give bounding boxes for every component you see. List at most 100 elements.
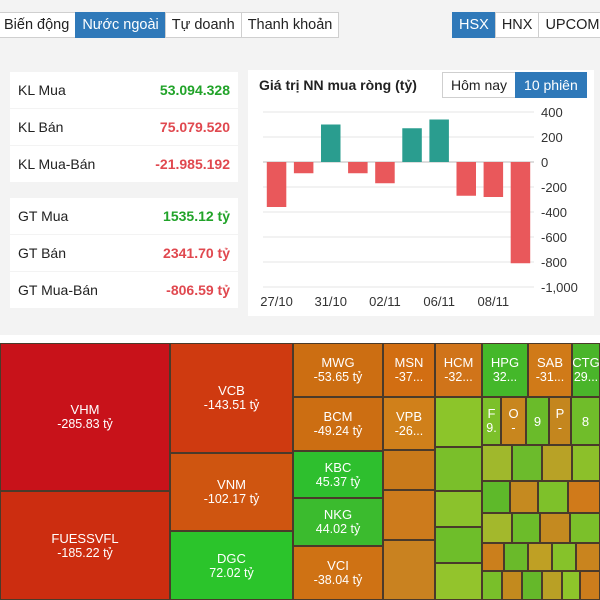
treemap-cell-small[interactable] <box>512 445 542 481</box>
treemap-cell-small[interactable] <box>510 481 538 513</box>
x-tick-label: 27/10 <box>260 294 293 309</box>
treemap-cell-small[interactable] <box>383 490 435 540</box>
bar-01/11[interactable] <box>348 162 368 174</box>
treemap-cell-vpb[interactable]: VPB -26... <box>383 397 435 450</box>
treemap-cell-small[interactable] <box>580 571 600 600</box>
cell-symbol: NKG <box>323 507 353 522</box>
treemap-cell-small[interactable] <box>435 397 482 447</box>
treemap-cell-f[interactable]: F 9. <box>482 397 501 445</box>
bar-28/10[interactable] <box>293 162 314 174</box>
foreign-trading-treemap: VHM -285.83 tỷ FUESSVFL -185.22 tỷ VCB -143.5… <box>0 343 600 600</box>
treemap-cell-vnm[interactable]: VNM -102.17 tỷ <box>170 453 293 531</box>
treemap-cell-small[interactable] <box>482 513 512 543</box>
cell-symbol: FUESSVFL <box>51 530 119 546</box>
treemap-cell-small[interactable] <box>568 481 600 513</box>
cell-symbol: 9 <box>533 413 542 429</box>
treemap-cell-small[interactable] <box>504 543 528 571</box>
y-tick-label: -200 <box>541 180 567 195</box>
bar-09/11[interactable] <box>510 162 531 264</box>
treemap-cell-small[interactable] <box>572 445 600 481</box>
tab-thanh-khoan[interactable]: Thanh khoản <box>240 12 340 38</box>
cell-value: -285.83 tỷ <box>57 417 113 431</box>
treemap-cell-small[interactable] <box>435 447 482 491</box>
treemap-cell-small[interactable] <box>482 445 512 481</box>
stat-row: GT Bán 2341.70 tỷ <box>10 235 238 271</box>
tab-tu-doanh[interactable]: Tự doanh <box>164 12 242 38</box>
bar-31/10[interactable] <box>320 124 341 163</box>
cell-symbol: VPB <box>395 408 422 424</box>
cell-value: -37... <box>394 370 424 384</box>
treemap-cell-nkg[interactable]: NKG 44.02 tỷ <box>293 498 383 546</box>
cell-value: 32... <box>492 370 518 384</box>
range-toggle: Hôm nay 10 phiên <box>442 72 587 98</box>
treemap-cell-8[interactable]: 8 <box>571 397 600 445</box>
y-tick-label: 200 <box>541 130 563 145</box>
treemap-cell-small[interactable] <box>435 563 482 600</box>
treemap-cell-o[interactable]: O- <box>501 397 526 445</box>
treemap-cell-kbc[interactable]: KBC 45.37 tỷ <box>293 451 383 498</box>
range-today-button[interactable]: Hôm nay <box>442 72 517 98</box>
stat-label: KL Bán <box>18 119 64 135</box>
cell-symbol: VHM <box>70 402 100 417</box>
treemap-cell-msn[interactable]: MSN -37... <box>383 343 435 397</box>
treemap-cell-small[interactable] <box>482 543 504 571</box>
treemap-cell-small[interactable] <box>435 527 482 563</box>
range-10-sessions-button[interactable]: 10 phiên <box>515 72 587 98</box>
cell-value: 45.37 tỷ <box>315 474 361 489</box>
treemap-cell-mwg[interactable]: MWG -53.65 tỷ <box>293 343 383 397</box>
x-tick-label: 02/11 <box>369 294 401 309</box>
treemap-cell-small[interactable] <box>552 543 576 571</box>
treemap-cell-hpg[interactable]: HPG 32... <box>482 343 528 397</box>
treemap-cell-small[interactable] <box>383 450 435 490</box>
treemap-cell-ctg[interactable]: CTG 29... <box>572 343 600 397</box>
x-tick-label: 06/11 <box>423 294 455 309</box>
treemap-cell-vhm[interactable]: VHM -285.83 tỷ <box>0 343 170 491</box>
cell-symbol: BCM <box>323 409 353 424</box>
treemap-cell-bcm[interactable]: BCM -49.24 tỷ <box>293 397 383 451</box>
treemap-cell-sab[interactable]: SAB -31... <box>528 343 572 397</box>
tab-nuoc-ngoai[interactable]: Nước ngoài <box>75 12 166 38</box>
treemap-cell-small[interactable] <box>538 481 568 513</box>
tab-hnx[interactable]: HNX <box>494 12 540 38</box>
cell-value: -38.04 tỷ <box>313 573 363 587</box>
tab-upcom[interactable]: UPCOM <box>538 12 600 38</box>
bar-07/11[interactable] <box>456 162 477 196</box>
treemap-cell-small[interactable] <box>542 571 562 600</box>
treemap-cell-p[interactable]: P- <box>549 397 571 445</box>
treemap-cell-hcm[interactable]: HCM -32... <box>435 343 482 397</box>
cell-value: -32... <box>444 370 473 384</box>
treemap-cell-vci[interactable]: VCI -38.04 tỷ <box>293 546 383 600</box>
treemap-cell-small[interactable] <box>576 543 600 571</box>
treemap-cell-small[interactable] <box>435 491 482 527</box>
treemap-cell-vcb[interactable]: VCB -143.51 tỷ <box>170 343 293 453</box>
treemap-cell-small[interactable] <box>528 543 552 571</box>
cell-symbol: SAB <box>536 355 563 370</box>
bar-02/11[interactable] <box>375 162 395 184</box>
treemap-cell-fuessvfl[interactable]: FUESSVFL -185.22 tỷ <box>0 491 170 600</box>
cell-symbol: HPG <box>490 355 520 370</box>
bar-27/10[interactable] <box>266 162 287 207</box>
treemap-cell-small[interactable] <box>482 481 510 513</box>
bar-06/11[interactable] <box>429 119 449 163</box>
treemap-cell-small[interactable] <box>502 571 522 600</box>
cell-symbol: DGC <box>217 550 246 566</box>
bar-08/11[interactable] <box>483 162 504 197</box>
y-tick-label: -600 <box>541 230 567 245</box>
treemap-cell-9[interactable]: 9 <box>526 397 549 445</box>
treemap-cell-small[interactable] <box>540 513 570 543</box>
treemap-cell-small[interactable] <box>522 571 542 600</box>
treemap-cell-small[interactable] <box>512 513 540 543</box>
bar-03/11[interactable] <box>402 128 422 162</box>
treemap-cell-small[interactable] <box>482 571 502 600</box>
chart-title: Giá trị NN mua ròng (tỷ) <box>259 77 417 93</box>
treemap-cell-small[interactable] <box>383 540 435 600</box>
tab-bien-dong[interactable]: Biến động <box>0 12 77 38</box>
tab-hsx[interactable]: HSX <box>452 12 496 38</box>
cell-value: -31... <box>535 370 565 384</box>
stat-label: KL Mua <box>18 82 66 98</box>
cell-symbol: VNM <box>217 477 246 492</box>
treemap-cell-dgc[interactable]: DGC 72.02 tỷ <box>170 531 293 600</box>
treemap-cell-small[interactable] <box>562 571 580 600</box>
treemap-cell-small[interactable] <box>570 513 600 543</box>
treemap-cell-small[interactable] <box>542 445 572 481</box>
